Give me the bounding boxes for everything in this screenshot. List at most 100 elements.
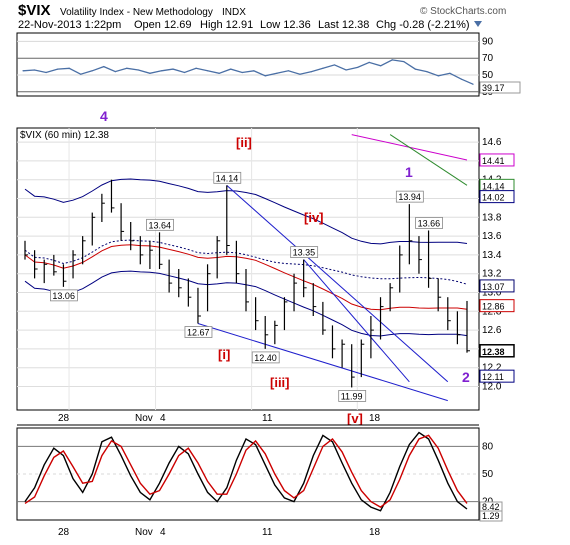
rsi-point xyxy=(426,71,428,73)
price-value-badge xyxy=(479,153,515,167)
ma-fast-line xyxy=(24,244,468,311)
wave-label-v: [v] xyxy=(347,411,363,426)
high-label: High 12.91 xyxy=(200,19,253,31)
rsi-point xyxy=(33,69,36,71)
price-callout-box xyxy=(415,217,443,229)
rsi-point xyxy=(80,73,82,75)
price-callout-label: 13.06 xyxy=(52,291,75,301)
price-bars xyxy=(24,179,470,388)
copyright-label: © StockCharts.com xyxy=(420,6,506,17)
triangle-down-icon xyxy=(474,21,482,27)
rsi-point xyxy=(253,70,255,72)
price-callout-label: 11.99 xyxy=(341,391,363,401)
rsi-tick-label: 70 xyxy=(482,53,494,64)
stoch-badge-d xyxy=(479,510,503,522)
price-value-badge-label: 14.41 xyxy=(482,156,505,166)
rsi-point xyxy=(449,72,451,74)
price-value-badge xyxy=(479,344,515,358)
stoch-date-tick-label: 18 xyxy=(369,527,381,538)
rsi-point xyxy=(68,67,70,69)
rsi-point xyxy=(103,66,105,68)
rsi-point xyxy=(218,72,220,74)
price-tick-label: 13.8 xyxy=(482,212,502,223)
price-callout-box xyxy=(338,390,367,402)
stoch-d-line xyxy=(24,434,468,508)
rsi-point xyxy=(310,71,313,73)
rsi-point xyxy=(368,61,370,64)
price-callout-label: 13.94 xyxy=(398,192,421,202)
price-callout-label: 12.67 xyxy=(187,328,210,338)
rsi-point xyxy=(91,70,93,72)
rsi-point xyxy=(460,78,463,80)
price-grid xyxy=(17,128,479,410)
rsi-point xyxy=(126,67,128,69)
price-tick-label: 14.6 xyxy=(482,137,502,148)
price-panel xyxy=(16,127,480,411)
rsi-point xyxy=(183,71,186,74)
stoch-k-line xyxy=(24,431,468,512)
price-value-badge-label: 13.07 xyxy=(482,282,505,292)
stoch-date-tick-label: 11 xyxy=(262,527,273,538)
price-callout-label: 13.66 xyxy=(418,218,441,228)
price-tick-label: 12.2 xyxy=(482,363,502,374)
rsi-point xyxy=(403,60,405,63)
stoch-tick-label: 80 xyxy=(482,441,494,452)
last-label: Last 12.38 xyxy=(318,19,369,31)
price-callout-box xyxy=(290,246,319,259)
rsi-line xyxy=(22,59,474,85)
rsi-point xyxy=(45,71,47,74)
rsi-point xyxy=(299,73,301,75)
price-value-badge xyxy=(479,190,515,204)
symbol-label: $VIX xyxy=(18,2,51,19)
exchange-label: INDX xyxy=(222,7,246,18)
rsi-point xyxy=(137,69,139,71)
date-label: 22-Nov-2013 1:22pm xyxy=(18,19,121,31)
rsi-point xyxy=(345,69,347,71)
rsi-point xyxy=(322,67,324,69)
ma-green-line xyxy=(389,134,468,186)
price-tick-label: 12.6 xyxy=(482,325,502,336)
rsi-value-label: 39.17 xyxy=(482,83,505,93)
rsi-point xyxy=(241,71,243,74)
rsi-tick-label: 50 xyxy=(482,70,494,81)
date-tick-label: 4 xyxy=(160,413,166,424)
price-value-badge xyxy=(479,279,515,293)
rsi-point xyxy=(414,68,416,70)
rsi-point xyxy=(195,67,197,69)
ma-dotted-line xyxy=(24,239,468,285)
wave-label-1: 1 xyxy=(405,164,413,180)
price-tick-label: 13.0 xyxy=(482,288,502,299)
stoch-ticks: 205080 xyxy=(482,441,494,507)
index-name: Volatility Index - New Methodology xyxy=(60,7,213,18)
price-annotations: 14.14 13.64 13.06 12.67 13.35 12.40 11.99 13.94… xyxy=(50,171,443,402)
price-callout-label: 13.35 xyxy=(293,248,316,258)
date-tick-label: Nov xyxy=(135,413,153,424)
date-ticks: 28 Nov 4 11 18 xyxy=(58,413,381,424)
wave-label-i: [i] xyxy=(218,347,230,362)
price-callout-box xyxy=(251,351,280,364)
price-callout-box xyxy=(184,326,213,338)
low-label: Low 12.36 xyxy=(260,19,311,31)
date-tick-label: 28 xyxy=(58,413,70,424)
price-callout-label: 13.64 xyxy=(149,220,172,230)
price-tick-label: 13.4 xyxy=(482,250,502,261)
rsi-series xyxy=(22,59,474,85)
price-callout-label: 14.14 xyxy=(216,173,239,183)
rsi-point xyxy=(57,68,59,70)
rsi-point xyxy=(22,70,24,72)
rsi-point xyxy=(333,64,336,66)
upper-band-line xyxy=(24,178,468,245)
date-tick-label: 11 xyxy=(262,413,273,424)
rsi-point xyxy=(357,66,359,69)
price-callout-box xyxy=(395,190,424,203)
price-value-badge xyxy=(479,299,515,313)
price-value-badge-label: 12.11 xyxy=(482,372,504,382)
stoch-badge-k-label: 8.42 xyxy=(482,502,500,512)
rsi-point xyxy=(207,70,209,72)
rsi-tick-label: 90 xyxy=(482,36,494,47)
price-value-badge-label: 14.02 xyxy=(482,193,505,203)
stoch-date-tick-label: Nov xyxy=(135,527,153,538)
price-tick-label: 12.0 xyxy=(482,382,502,393)
rsi-point xyxy=(391,59,393,61)
